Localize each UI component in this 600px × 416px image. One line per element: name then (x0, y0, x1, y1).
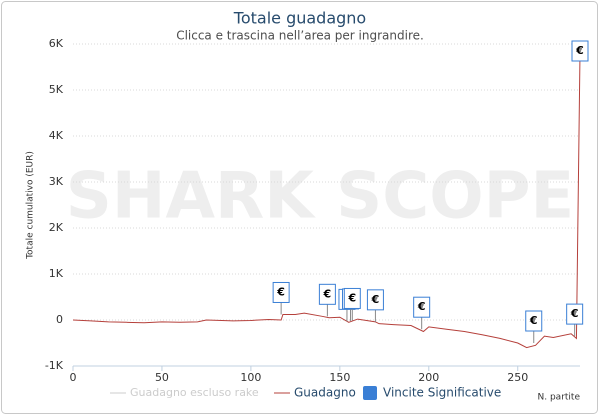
flag-box (366, 289, 384, 311)
flag-symbol: € (417, 300, 426, 313)
flag-symbol: € (570, 307, 579, 320)
x-tick-label: 150 (329, 371, 350, 384)
y-tick-label: 4K (49, 129, 64, 142)
flag: € (318, 283, 336, 317)
x-tick-label: 50 (155, 371, 169, 384)
chart-title: Totale guadagno (233, 9, 366, 28)
y-tick-label: 0 (56, 313, 63, 326)
flag-symbol: € (529, 314, 538, 327)
flag-box (343, 287, 361, 309)
flag-box (413, 296, 431, 318)
flag: € (413, 296, 431, 330)
data-line (72, 53, 581, 349)
y-tick-label: 2K (49, 221, 64, 234)
flag: € (571, 40, 589, 62)
flag-box (318, 283, 336, 305)
x-tick-label: 250 (507, 371, 528, 384)
legend-label: Guadagno (294, 386, 356, 400)
flag: € (566, 303, 584, 337)
x-axis-label: N. partite (538, 393, 581, 403)
flag-box (571, 40, 589, 62)
y-tick-label: 5K (49, 83, 64, 96)
y-tick-label: -1K (45, 359, 64, 372)
flag-symbol: € (323, 287, 332, 300)
flag-box (566, 303, 584, 325)
flag-symbol: € (276, 285, 285, 298)
legend-label: Vincite Significative (383, 386, 501, 400)
flag-symbol: € (347, 291, 356, 304)
flag-box (525, 310, 543, 332)
flag: € (525, 310, 543, 343)
watermark: SHARK SCOPE (66, 160, 574, 234)
flag: € (343, 287, 361, 321)
flag: € (272, 281, 290, 315)
y-axis-label: Totale cumulativo (EUR) (26, 151, 36, 260)
flag-symbol: € (575, 44, 584, 57)
y-tick-label: 1K (49, 267, 64, 280)
y-tick-label: 3K (49, 175, 64, 188)
legend-swatch (363, 386, 377, 400)
legend-label: Guadagno escluso rake (130, 386, 259, 399)
flag-box (272, 281, 290, 303)
flag-symbol: € (371, 293, 380, 306)
chart-subtitle: Clicca e trascina nell’area per ingrandi… (176, 29, 424, 43)
x-tick-label: 100 (240, 371, 261, 384)
flag: € (366, 289, 384, 322)
x-tick-label: 200 (418, 371, 439, 384)
y-tick-label: 6K (49, 37, 64, 50)
x-tick-label: 0 (70, 371, 77, 384)
